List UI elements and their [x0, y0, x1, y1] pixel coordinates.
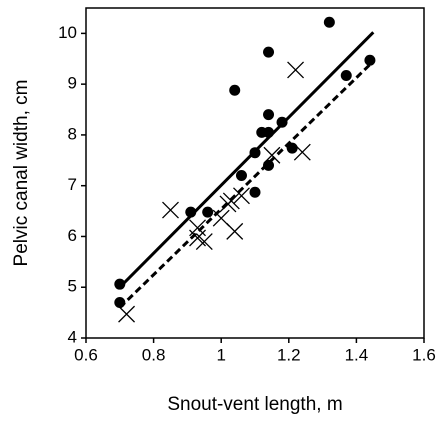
- x-axis-title: Snout-vent length, m: [167, 394, 342, 415]
- cross: [189, 219, 206, 237]
- cross: [162, 201, 179, 219]
- dot: [263, 109, 275, 121]
- dot: [249, 186, 261, 198]
- y-tick-label: 8: [68, 124, 77, 143]
- y-tick-label: 7: [68, 175, 77, 194]
- cross: [118, 305, 136, 323]
- cross: [226, 222, 244, 240]
- x-tick-label: 1: [216, 345, 225, 364]
- x-tick-label: 1.6: [412, 345, 436, 364]
- fit-line: [118, 60, 375, 309]
- dot: [114, 278, 126, 290]
- cross: [263, 146, 281, 164]
- dot: [286, 142, 298, 154]
- plot-frame: [85, 7, 425, 339]
- cross: [287, 61, 305, 79]
- dot: [114, 296, 126, 308]
- cross: [293, 143, 311, 161]
- cross: [212, 209, 230, 227]
- x-tick-label: 0.6: [74, 345, 98, 364]
- dot: [263, 126, 275, 138]
- dot: [364, 54, 376, 66]
- dot: [235, 170, 247, 182]
- dot: [276, 116, 288, 128]
- dot: [340, 70, 352, 82]
- fit-line: [118, 31, 375, 289]
- cross: [222, 192, 240, 210]
- dot: [323, 16, 335, 28]
- x-tick-label: 0.8: [142, 345, 166, 364]
- cross: [233, 187, 250, 205]
- dot: [229, 84, 241, 96]
- dot: [263, 46, 275, 58]
- x-tick-label: 1.4: [345, 345, 369, 364]
- dot: [185, 206, 197, 218]
- y-tick-label: 9: [68, 74, 77, 93]
- dot: [263, 159, 275, 171]
- y-tick-label: 6: [68, 226, 77, 245]
- x-tick-label: 1.2: [277, 345, 301, 364]
- y-tick-label: 4: [68, 327, 77, 346]
- y-axis-title: Pelvic canal width, cm: [11, 80, 32, 267]
- y-tick-label: 5: [68, 277, 77, 296]
- dot: [249, 147, 261, 159]
- dot: [202, 206, 214, 218]
- y-tick-label: 10: [58, 23, 77, 42]
- cross: [195, 233, 213, 250]
